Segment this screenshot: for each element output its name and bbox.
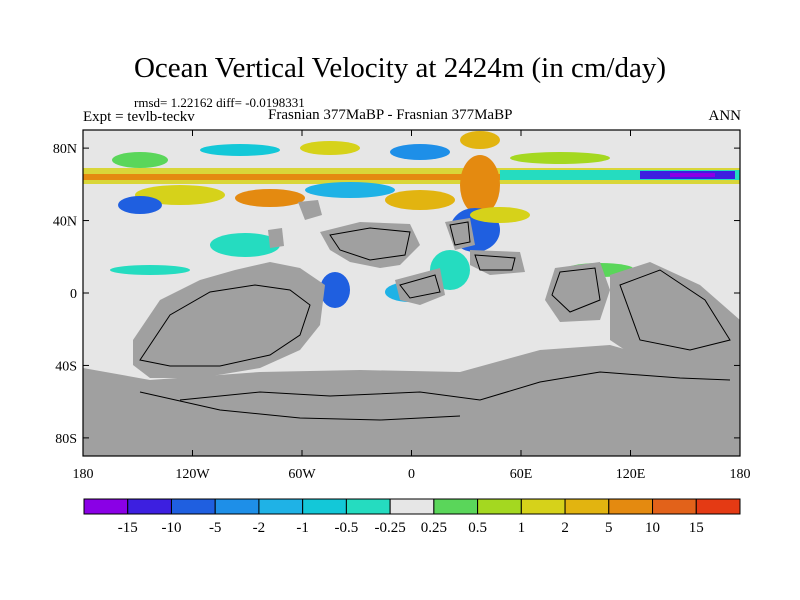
season-label: ANN — [708, 108, 742, 124]
velocity-patch — [110, 265, 190, 275]
colorbar-swatch — [389, 498, 435, 515]
colorbar-label: 10 — [645, 520, 660, 536]
velocity-patch — [470, 207, 530, 223]
velocity-patch — [510, 152, 610, 164]
land-mass — [395, 268, 445, 305]
coastline — [329, 227, 411, 261]
colorbar-swatch — [302, 498, 347, 515]
colorbar-label: 0.5 — [468, 520, 487, 536]
velocity-patch — [460, 131, 500, 149]
lon-tick-label: 180 — [73, 467, 94, 482]
lat-tick-label: 80S — [55, 432, 77, 447]
coastline — [619, 269, 731, 351]
velocity-patch — [385, 190, 455, 210]
land-mass — [470, 250, 525, 275]
lon-tick-label: 120E — [616, 467, 646, 482]
comparison-label: Frasnian 377MaBP - Frasnian 377MaBP — [268, 107, 513, 123]
colorbar-swatch — [608, 498, 654, 515]
colorbar-label: 0.25 — [421, 520, 447, 536]
colorbar-label: 2 — [561, 520, 569, 536]
velocity-band — [500, 170, 740, 180]
lon-tick-label: 60E — [510, 467, 533, 482]
lon-tick-label: 60W — [288, 467, 316, 482]
velocity-patch — [118, 196, 162, 214]
colorbar-label: -15 — [118, 520, 138, 536]
colorbar-swatch — [127, 498, 172, 515]
velocity-band — [670, 173, 715, 177]
velocity-patch — [460, 155, 500, 215]
velocity-patch — [112, 152, 168, 168]
lat-tick-label: 40N — [53, 215, 77, 230]
velocity-band — [83, 174, 503, 180]
velocity-field-north — [83, 131, 740, 308]
velocity-patch — [300, 141, 360, 155]
coastlines — [139, 221, 731, 421]
velocity-patch — [305, 182, 395, 198]
stats-line: rmsd= 1.22162 diff= -0.0198331 — [134, 95, 305, 110]
land-mass — [83, 345, 740, 456]
coastline — [474, 254, 516, 271]
coastline — [139, 391, 461, 421]
velocity-patch — [320, 272, 350, 308]
colorbar-label: 1 — [518, 520, 526, 536]
velocity-patch — [200, 144, 280, 156]
colorbar-swatch — [258, 498, 304, 515]
coastline — [399, 274, 441, 299]
lat-tick-label: 80N — [53, 142, 77, 157]
land-mass — [268, 228, 284, 248]
velocity-patch — [390, 144, 450, 160]
axis-ticks: 180 120W 60W 0 60E 120E 180 80N 40N 0 40S 80S — [53, 130, 751, 482]
coastline — [449, 221, 471, 246]
colorbar-swatch — [433, 498, 479, 515]
colorbar-label: -1 — [296, 520, 309, 536]
lat-tick-label: 0 — [70, 287, 77, 302]
colorbar-label: -5 — [209, 520, 222, 536]
coastline — [139, 284, 311, 367]
lon-tick-label: 0 — [408, 467, 415, 482]
colorbar-label: -0.25 — [375, 520, 406, 536]
colorbar-label: -10 — [161, 520, 181, 536]
velocity-patch — [210, 233, 280, 257]
colorbar-swatch — [83, 498, 129, 515]
land-mass — [545, 262, 610, 322]
lat-tick-label: 40S — [55, 359, 77, 374]
colorbar-swatch — [695, 498, 741, 515]
land-mass — [610, 262, 740, 372]
colorbar-label: -2 — [253, 520, 266, 536]
land-mass — [298, 200, 322, 220]
colorbar-label: -0.5 — [335, 520, 359, 536]
colorbar-swatch — [564, 498, 610, 515]
lon-tick-label: 120W — [175, 467, 210, 482]
lon-tick-label: 180 — [730, 467, 751, 482]
land-masses — [83, 200, 740, 456]
colorbar-swatch — [345, 498, 391, 515]
colorbar-swatch — [170, 498, 216, 515]
colorbar-swatch — [214, 498, 260, 515]
coastline — [179, 371, 731, 401]
colorbar-swatch — [652, 498, 697, 515]
colorbar: -15 -10 -5 -2 -1 -0.5 -0.25 0.25 0.5 1 2 5 10 15 — [83, 498, 741, 536]
colorbar-swatch — [520, 498, 566, 515]
velocity-patch — [235, 189, 305, 207]
land-mass — [133, 262, 325, 378]
colorbar-label: 15 — [689, 520, 704, 536]
experiment-label: Expt = tevlb-teckv — [83, 109, 195, 125]
coastline — [551, 267, 601, 313]
map-panel — [82, 129, 741, 457]
map-title: Ocean Vertical Velocity at 2424m (in cm/… — [133, 52, 667, 84]
colorbar-label: 5 — [605, 520, 613, 536]
colorbar-swatch — [477, 498, 522, 515]
